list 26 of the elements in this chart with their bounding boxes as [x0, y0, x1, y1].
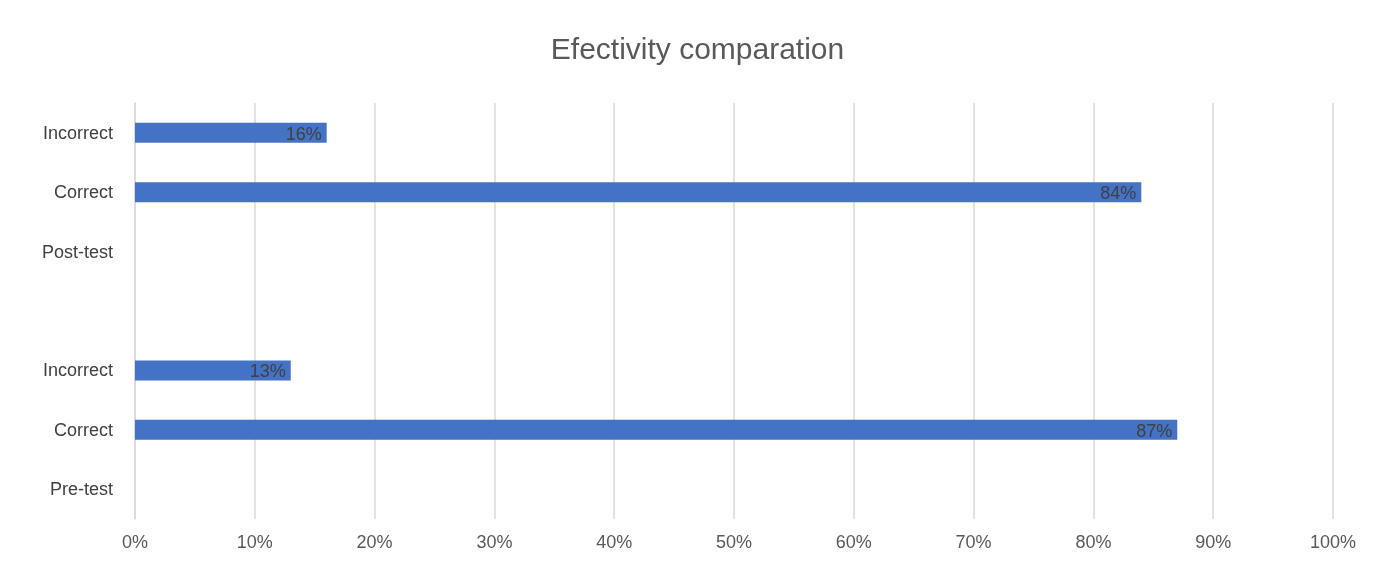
x-tick-label: 0% [121, 532, 149, 552]
x-tick-label: 100% [1309, 532, 1357, 552]
bar [135, 419, 1178, 440]
bar [135, 360, 291, 381]
x-tick-label: 60% [835, 532, 872, 552]
y-tick-label: Correct [53, 419, 113, 440]
y-tick-label: Post-test [41, 241, 113, 262]
x-tick-label: 30% [476, 532, 513, 552]
x-tick-label: 80% [1075, 532, 1112, 552]
y-tick-label: Incorrect [42, 122, 113, 143]
data-label: 16% [285, 123, 322, 144]
bar [135, 122, 327, 143]
y-tick-label: Pre-test [49, 479, 113, 500]
x-tick-label: 20% [356, 532, 393, 552]
x-tick-label: 70% [955, 532, 992, 552]
data-label: 13% [249, 361, 286, 382]
x-tick-label: 40% [596, 532, 633, 552]
data-label: 84% [1100, 183, 1137, 204]
x-tick-label: 50% [715, 532, 753, 552]
chart-title: Efectivity comparation [550, 31, 845, 65]
y-tick-label: Correct [53, 182, 113, 203]
y-tick-label: Incorrect [42, 360, 113, 381]
bar [135, 182, 1142, 203]
data-label: 87% [1136, 420, 1173, 441]
x-tick-label: 10% [236, 532, 273, 552]
x-tick-label: 90% [1195, 532, 1232, 552]
